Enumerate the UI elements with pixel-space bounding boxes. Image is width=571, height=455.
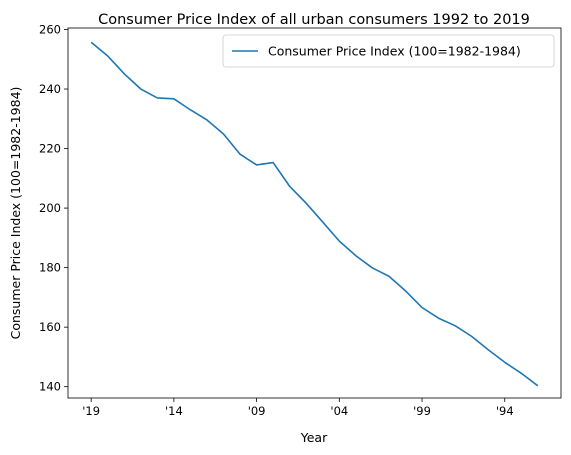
legend-box bbox=[222, 34, 555, 68]
y-tick-label: 140 bbox=[39, 380, 61, 394]
y-tick-label: 180 bbox=[39, 261, 61, 275]
series-layer bbox=[90, 41, 539, 387]
x-tick-label: '14 bbox=[165, 404, 183, 418]
x-tick-label: '19 bbox=[82, 404, 100, 418]
y-axis-label: Consumer Price Index (100=1982-1984) bbox=[8, 87, 23, 340]
legend-label: Consumer Price Index (100=1982-1984) bbox=[268, 44, 521, 59]
x-axis-label: Year bbox=[300, 430, 328, 445]
x-tick-label: '09 bbox=[248, 404, 266, 418]
x-axis: '19 '14 '09 '04 '99 '94 bbox=[82, 398, 514, 418]
plot-frame bbox=[67, 27, 562, 399]
legend: Consumer Price Index (100=1982-1984) bbox=[222, 34, 555, 68]
x-tick-label: '94 bbox=[496, 404, 514, 418]
x-tick-label: '04 bbox=[330, 404, 348, 418]
series-line bbox=[90, 41, 539, 387]
y-tick-label: 200 bbox=[39, 201, 61, 215]
y-tick-label: 160 bbox=[39, 320, 61, 334]
chart-title: Consumer Price Index of all urban consum… bbox=[98, 12, 530, 28]
x-tick-label: '99 bbox=[413, 404, 431, 418]
y-tick-label: 260 bbox=[39, 22, 61, 36]
y-axis: 140 160 180 200 220 240 260 bbox=[39, 22, 68, 394]
y-tick-label: 240 bbox=[39, 82, 61, 96]
y-tick-label: 220 bbox=[39, 142, 61, 156]
